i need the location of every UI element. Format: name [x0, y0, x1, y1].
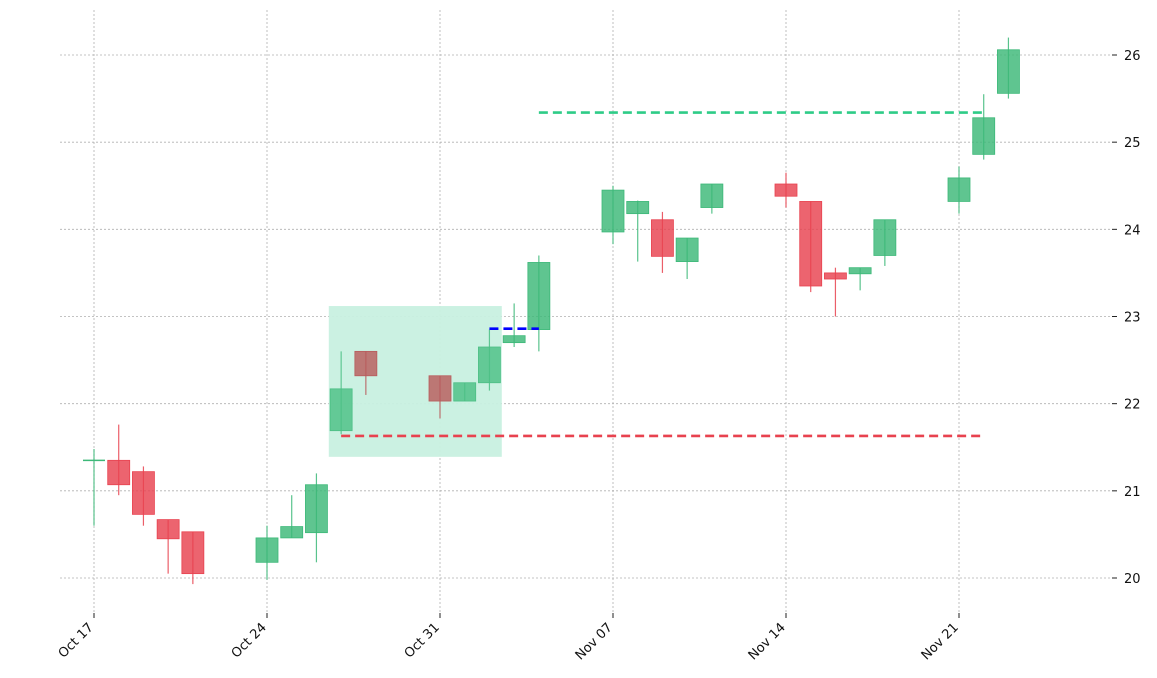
candle	[280, 495, 304, 539]
candle	[354, 350, 378, 395]
y-tick-label: 25	[1124, 136, 1141, 151]
pattern-highlight-layer	[328, 306, 502, 457]
candle	[824, 267, 847, 317]
candle-body	[478, 346, 501, 384]
candle	[997, 37, 1020, 99]
candle-body	[601, 189, 625, 233]
candle	[848, 267, 872, 291]
y-tick-label: 26	[1124, 49, 1141, 64]
candles-layer	[83, 37, 1020, 585]
candle	[626, 200, 650, 262]
candle-body	[947, 177, 971, 202]
candle-body	[848, 267, 872, 275]
candle	[527, 255, 551, 352]
candle	[601, 185, 625, 245]
candle-body	[799, 201, 823, 287]
y-tick-label: 23	[1124, 311, 1141, 326]
candle-body	[626, 201, 650, 215]
candle-body	[453, 382, 477, 402]
candle	[799, 201, 823, 293]
candle-body	[700, 183, 724, 208]
candle	[700, 183, 724, 214]
candle-body	[997, 49, 1020, 94]
candle-body	[873, 219, 897, 256]
x-tick-label: Nov 14	[746, 620, 789, 663]
candle-body	[972, 117, 996, 155]
grid	[60, 10, 1110, 612]
y-tick-label: 21	[1124, 485, 1141, 500]
candle	[651, 211, 674, 273]
x-tick-label: Oct 24	[229, 620, 270, 661]
candle	[181, 531, 205, 585]
candle-body	[181, 531, 205, 575]
candle-body	[305, 484, 328, 534]
candle	[502, 303, 526, 348]
level-lines-layer	[341, 111, 984, 438]
candle	[478, 329, 501, 391]
candle	[453, 382, 477, 402]
pattern-highlight-box	[328, 306, 502, 457]
candle-body	[280, 526, 304, 539]
candle	[972, 94, 996, 160]
candle-body	[502, 335, 526, 344]
candle-body	[428, 375, 452, 402]
x-tick-label: Nov 07	[573, 620, 616, 663]
candle-body	[527, 262, 551, 330]
candle	[255, 525, 279, 580]
candle	[305, 473, 328, 563]
candle	[774, 172, 798, 208]
x-tick-label: Oct 17	[56, 620, 97, 661]
candle-body	[651, 219, 674, 257]
candle	[873, 219, 897, 266]
candle-body	[774, 183, 798, 197]
candle	[675, 237, 699, 280]
candle-body	[107, 459, 131, 486]
y-tick-label: 20	[1124, 572, 1141, 587]
candle	[156, 519, 180, 574]
candle	[329, 351, 353, 435]
x-tick-label: Oct 31	[402, 620, 443, 661]
candle	[428, 375, 452, 419]
candle	[83, 448, 105, 526]
candle-body	[329, 388, 353, 432]
candle	[947, 166, 971, 214]
candle	[107, 424, 131, 496]
candle	[132, 466, 155, 526]
y-tick-label: 22	[1124, 398, 1141, 413]
candle-body	[255, 537, 279, 563]
candle-body	[824, 272, 847, 280]
y-tick-label: 24	[1124, 223, 1141, 238]
candle-body	[354, 350, 378, 377]
candle-body	[132, 471, 155, 515]
candle-body	[675, 237, 699, 262]
x-tick-label: Nov 21	[919, 620, 962, 663]
candle-body	[156, 519, 180, 540]
